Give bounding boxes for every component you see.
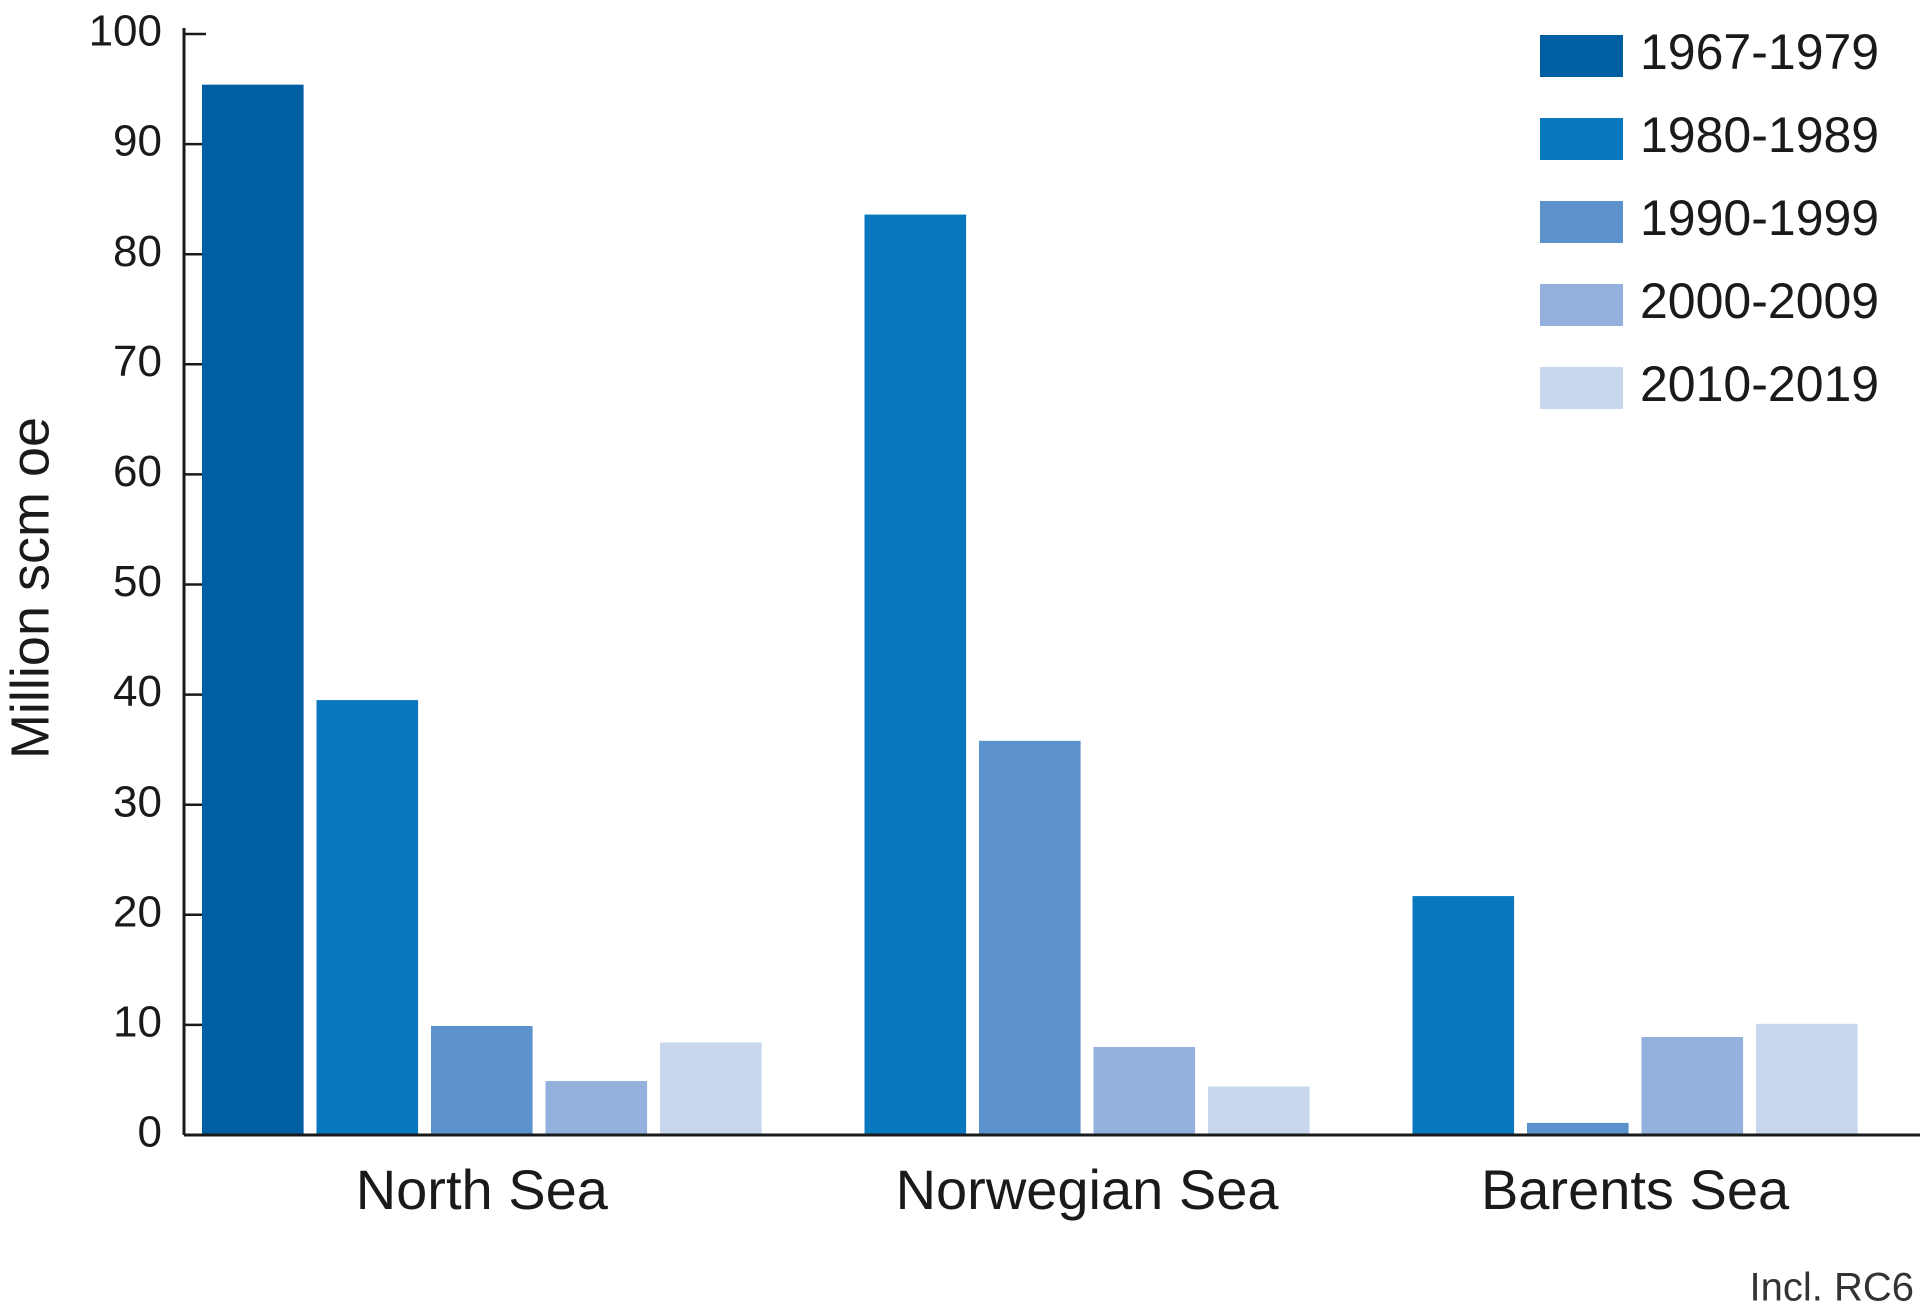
bar	[1093, 1046, 1196, 1135]
bar	[1412, 896, 1515, 1135]
legend-swatch	[1540, 35, 1623, 77]
y-axis-label: Million scm oe	[0, 417, 60, 759]
legend-label: 1967-1979	[1640, 24, 1879, 80]
bar	[1208, 1086, 1310, 1135]
bar	[864, 214, 967, 1136]
bar	[979, 740, 1081, 1135]
bar	[202, 84, 304, 1135]
x-tick-label: Barents Sea	[1481, 1158, 1790, 1221]
bar	[660, 1042, 762, 1135]
bar	[316, 700, 419, 1135]
bar	[1756, 1023, 1858, 1135]
y-tick-label: 70	[113, 337, 162, 386]
y-tick-label: 40	[113, 667, 162, 716]
x-tick-label: North Sea	[356, 1158, 609, 1221]
y-tick-label: 90	[113, 117, 162, 166]
y-tick-label: 30	[113, 777, 162, 826]
y-tick-label: 0	[138, 1108, 162, 1157]
bar	[1641, 1037, 1744, 1135]
legend-label: 2000-2009	[1640, 273, 1879, 329]
legend-swatch	[1540, 118, 1623, 160]
legend-label: 2010-2019	[1640, 356, 1879, 412]
bar	[545, 1081, 648, 1135]
y-tick-label: 80	[113, 227, 162, 276]
x-tick-label: Norwegian Sea	[896, 1158, 1280, 1221]
y-tick-label: 100	[89, 7, 162, 56]
legend-swatch	[1540, 284, 1623, 326]
legend-label: 1990-1999	[1640, 190, 1879, 246]
legend-swatch	[1540, 367, 1623, 409]
y-tick-label: 10	[113, 998, 162, 1047]
legend-label: 1980-1989	[1640, 107, 1879, 163]
legend-swatch	[1540, 201, 1623, 243]
bar	[431, 1026, 533, 1135]
y-tick-label: 20	[113, 887, 162, 936]
y-tick-label: 60	[113, 447, 162, 496]
y-tick-label: 50	[113, 557, 162, 606]
bar	[1527, 1122, 1629, 1135]
footnote: Incl. RC6	[1750, 1266, 1915, 1310]
